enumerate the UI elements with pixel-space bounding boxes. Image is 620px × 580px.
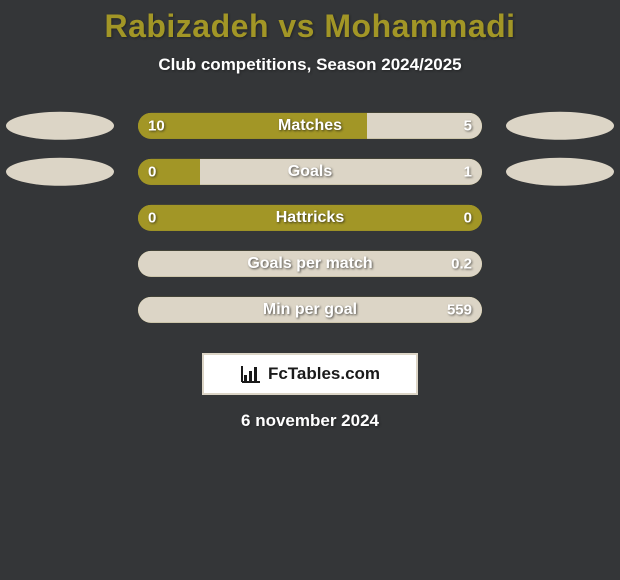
stat-row: 00Hattricks — [0, 197, 620, 243]
stat-bar: 0.2Goals per match — [138, 251, 482, 277]
bar-left-fill — [138, 205, 482, 231]
player-ellipse-left — [6, 158, 114, 186]
logo-box: FcTables.com — [202, 353, 418, 395]
stat-row: 01Goals — [0, 151, 620, 197]
bar-chart-icon — [240, 364, 262, 384]
stat-bar: 559Min per goal — [138, 297, 482, 323]
stat-value-right: 5 — [464, 117, 472, 134]
player-ellipse-left — [6, 112, 114, 140]
stat-row: 559Min per goal — [0, 289, 620, 335]
logo-text: FcTables.com — [268, 364, 380, 384]
stat-row: 105Matches — [0, 105, 620, 151]
stat-value-left: 0 — [148, 163, 156, 180]
player-ellipse-right — [506, 158, 614, 186]
subtitle: Club competitions, Season 2024/2025 — [0, 55, 620, 75]
stat-bar: 105Matches — [138, 113, 482, 139]
comparison-infographic: Rabizadeh vs Mohammadi Club competitions… — [0, 0, 620, 580]
stat-value-right: 0.2 — [451, 255, 472, 272]
date-text: 6 november 2024 — [0, 411, 620, 431]
bar-right-fill — [138, 297, 482, 323]
stat-value-right: 1 — [464, 163, 472, 180]
bar-right-fill — [138, 251, 482, 277]
bar-right-fill — [200, 159, 482, 185]
stat-value-right: 559 — [447, 301, 472, 318]
stat-value-right: 0 — [464, 209, 472, 226]
stats-rows: 105Matches01Goals00Hattricks0.2Goals per… — [0, 105, 620, 335]
stat-bar: 01Goals — [138, 159, 482, 185]
stat-row: 0.2Goals per match — [0, 243, 620, 289]
stat-bar: 00Hattricks — [138, 205, 482, 231]
stat-value-left: 0 — [148, 209, 156, 226]
stat-value-left: 10 — [148, 117, 165, 134]
player-ellipse-right — [506, 112, 614, 140]
bar-left-fill — [138, 113, 367, 139]
page-title: Rabizadeh vs Mohammadi — [0, 0, 620, 45]
